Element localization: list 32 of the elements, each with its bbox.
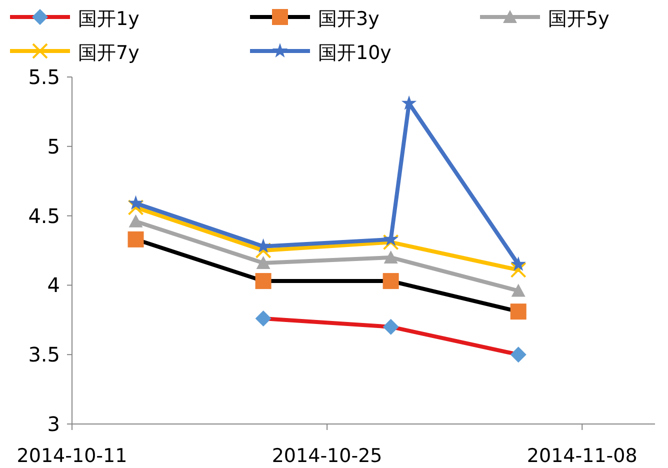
point <box>255 273 272 290</box>
point <box>510 262 526 278</box>
y-tick-label: 5.5 <box>28 65 60 89</box>
point <box>128 214 143 228</box>
point <box>510 304 526 320</box>
point <box>382 273 399 290</box>
point <box>128 195 144 210</box>
point <box>510 256 526 271</box>
y-tick-label: 4 <box>47 273 60 298</box>
legend-label: 国开3y <box>318 8 380 30</box>
legend-label: 国开5y <box>548 8 610 30</box>
point <box>382 318 399 335</box>
point <box>511 284 526 297</box>
x-tick-label: 2014-10-25 <box>272 445 382 467</box>
point <box>128 199 144 216</box>
y-tick-label: 5 <box>47 134 60 158</box>
point <box>255 310 272 327</box>
x-tick-label: 2014-11-08 <box>526 445 638 467</box>
legend-label: 国开10y <box>318 42 392 64</box>
legend-label: 国开7y <box>78 42 140 64</box>
point <box>255 242 272 258</box>
x-tick-label: 2014-10-11 <box>16 445 128 467</box>
point <box>384 250 398 264</box>
point <box>256 256 270 269</box>
point <box>510 346 526 363</box>
y-tick-label: 3 <box>47 412 60 436</box>
point <box>401 95 417 110</box>
point <box>128 231 144 248</box>
y-tick-label: 3.5 <box>28 342 60 367</box>
point <box>382 234 399 250</box>
y-tick-label: 4.5 <box>28 204 60 228</box>
legend-label: 国开1y <box>78 8 140 30</box>
